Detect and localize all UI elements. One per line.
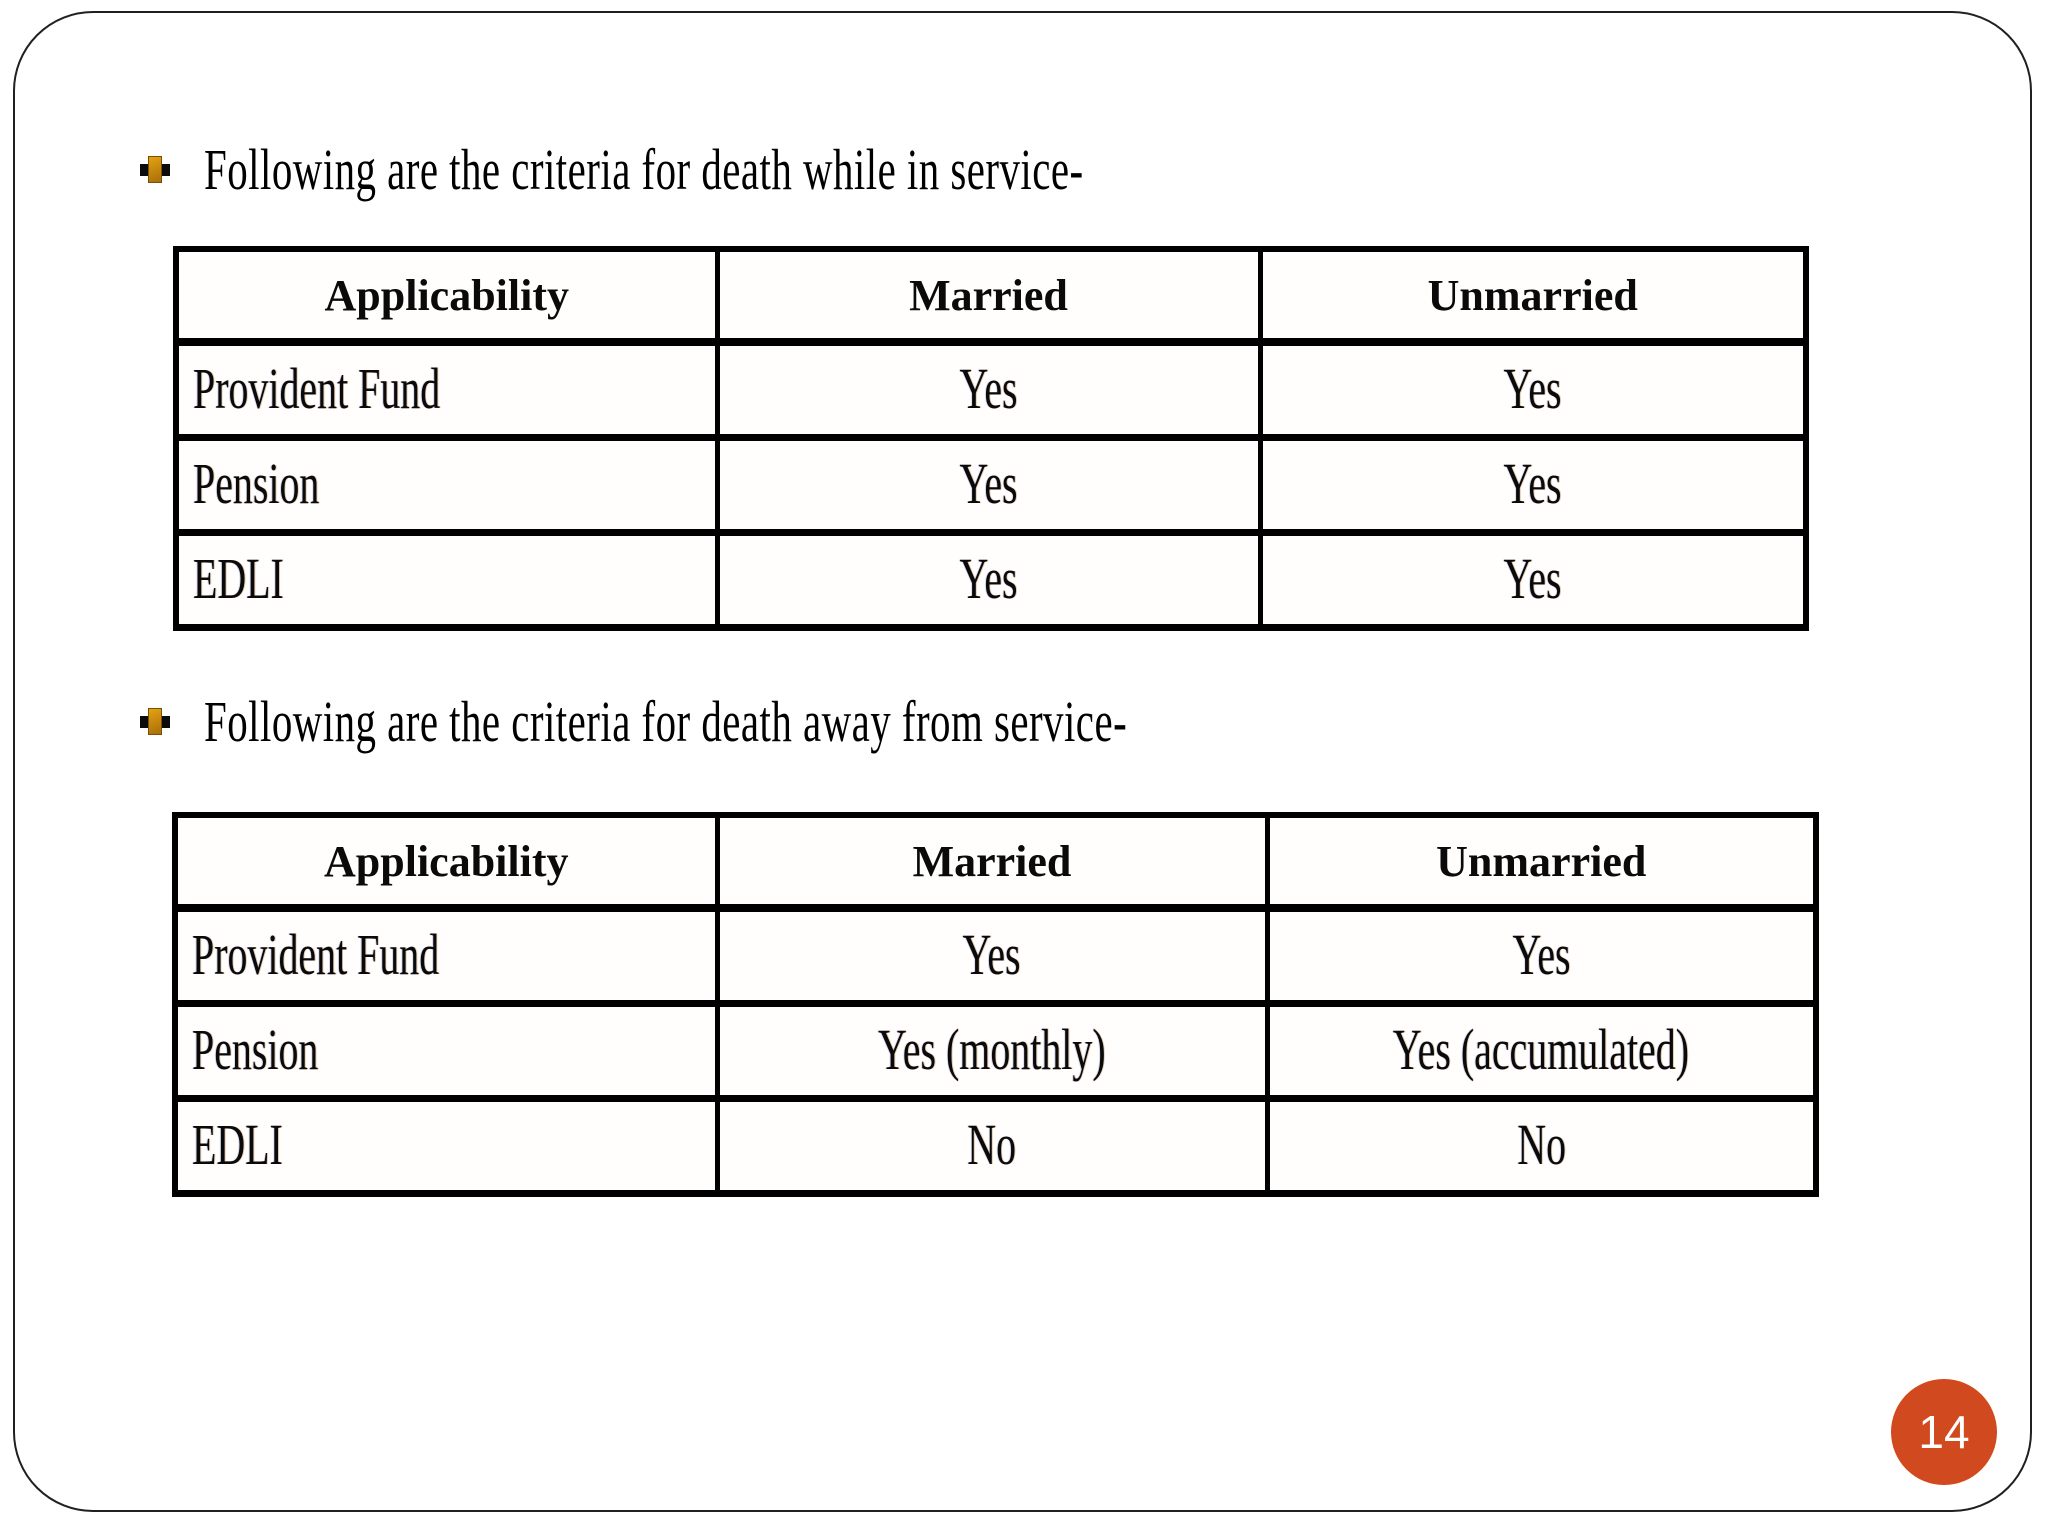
cell-text: No [967,1114,1017,1178]
table-row-edli: EDLI Yes Yes [173,529,1809,631]
cell-text: EDLI [193,548,284,612]
plus-bullet-icon [140,155,170,183]
table-row-provident-fund: Provident Fund Yes Yes [173,338,1809,441]
table-cell: Yes [1257,434,1809,536]
table-cell: EDLI [173,529,720,631]
table-death-away-from-service: Applicability Married Unmarried Providen… [172,812,1819,1197]
table-cell: EDLI [172,1095,720,1197]
column-header-applicability: Applicability [173,246,720,346]
table-cell: Yes [1257,529,1809,631]
cell-text: Yes [962,924,1022,988]
bullet-item-death-in-service: Following are the criteria for death whi… [140,136,1150,202]
table-header-row: Applicability Married Unmarried [172,812,1819,912]
cell-text: Provident Fund [193,358,441,422]
table-cell: Yes [1264,904,1819,1007]
table-row-edli: EDLI No No [172,1095,1819,1197]
table-cell: Yes [714,338,1263,441]
column-header-unmarried: Unmarried [1257,246,1809,346]
table-cell: Provident Fund [172,904,720,1007]
table-header-row: Applicability Married Unmarried [173,246,1809,346]
plus-bullet-icon [140,707,170,735]
cell-text: No [1516,1114,1566,1178]
table-cell: Pension [173,434,720,536]
table-cell: No [714,1095,1270,1197]
column-header-unmarried: Unmarried [1264,812,1819,912]
table-cell: Pension [172,1000,720,1102]
table-cell: Yes (monthly) [714,1000,1270,1102]
table-cell: Yes [1257,338,1809,441]
page-number-badge: 14 [1891,1379,1997,1485]
column-header-applicability: Applicability [172,812,720,912]
table-cell: Yes (accumulated) [1264,1000,1819,1102]
cell-text: Pension [193,453,320,517]
bullet-text: Following are the criteria for death awa… [204,688,1128,754]
plus-bullet-icon-vertical-bar [148,707,162,735]
cell-text: Yes (monthly) [878,1019,1106,1083]
cell-text: Yes [1503,453,1562,517]
table-row-pension: Pension Yes Yes [173,434,1809,536]
table-row-pension: Pension Yes (monthly) Yes (accumulated) [172,1000,1819,1102]
cell-text: Yes [1503,358,1562,422]
cell-text: Yes (accumulated) [1393,1019,1690,1083]
cell-text: Yes [959,453,1018,517]
cell-text: Pension [192,1019,319,1083]
table-death-in-service: Applicability Married Unmarried Providen… [173,246,1809,631]
table-cell: Yes [714,904,1270,1007]
cell-text: Yes [1503,548,1562,612]
cell-text: Yes [959,358,1018,422]
cell-text: EDLI [192,1114,283,1178]
cell-text: Yes [1512,924,1571,988]
table-cell: Provident Fund [173,338,720,441]
table-cell: Yes [714,529,1263,631]
cell-text: Yes [959,548,1018,612]
table-cell: Yes [714,434,1263,536]
bullet-item-death-away-from-service: Following are the criteria for death awa… [140,688,1197,754]
cell-text: Provident Fund [192,924,440,988]
page-number: 14 [1918,1406,1970,1458]
column-header-married: Married [714,246,1263,346]
table-cell: No [1264,1095,1819,1197]
bullet-text: Following are the criteria for death whi… [204,136,1084,202]
column-header-married: Married [714,812,1270,912]
slide-border-frame [13,11,2032,1512]
table-row-provident-fund: Provident Fund Yes Yes [172,904,1819,1007]
plus-bullet-icon-vertical-bar [148,155,162,183]
